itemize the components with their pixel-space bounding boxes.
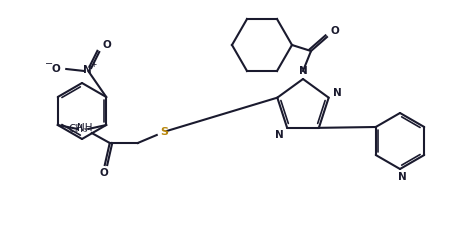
Text: O: O [103, 40, 112, 50]
Text: O: O [52, 64, 61, 74]
Text: N: N [333, 88, 342, 98]
Text: CH₃: CH₃ [69, 124, 88, 134]
Text: O: O [99, 168, 108, 178]
Text: N: N [83, 65, 91, 75]
Text: S: S [160, 127, 168, 137]
Text: −: − [45, 59, 53, 69]
Text: N: N [275, 130, 283, 140]
Text: NH: NH [77, 123, 92, 133]
Text: N: N [298, 66, 308, 76]
Text: +: + [90, 60, 96, 69]
Text: O: O [330, 26, 340, 36]
Text: N: N [398, 172, 406, 182]
